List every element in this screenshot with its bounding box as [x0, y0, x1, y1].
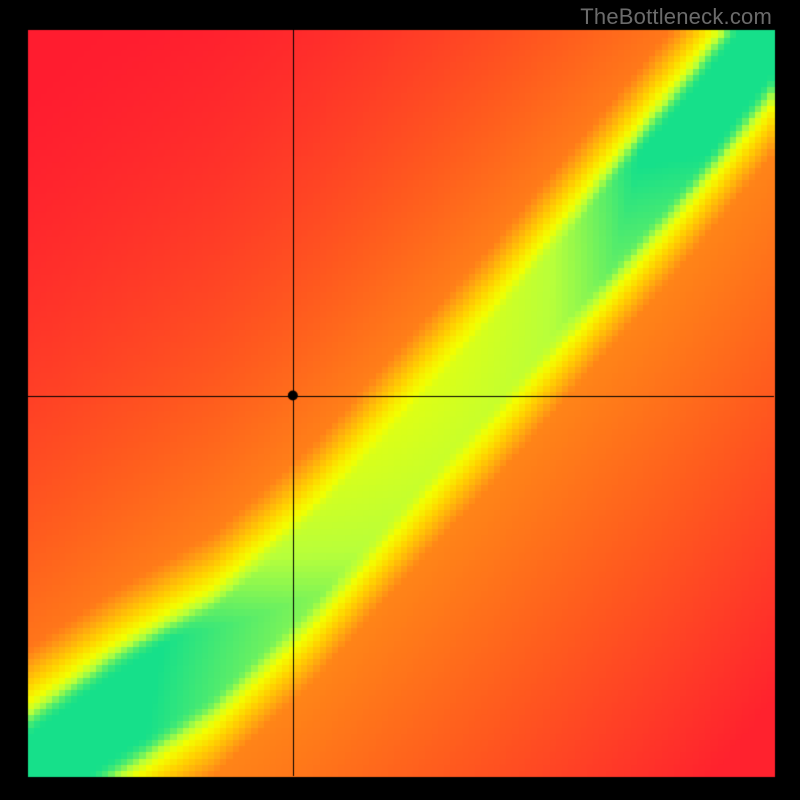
bottleneck-heatmap [0, 0, 800, 800]
watermark-label: TheBottleneck.com [580, 4, 772, 30]
